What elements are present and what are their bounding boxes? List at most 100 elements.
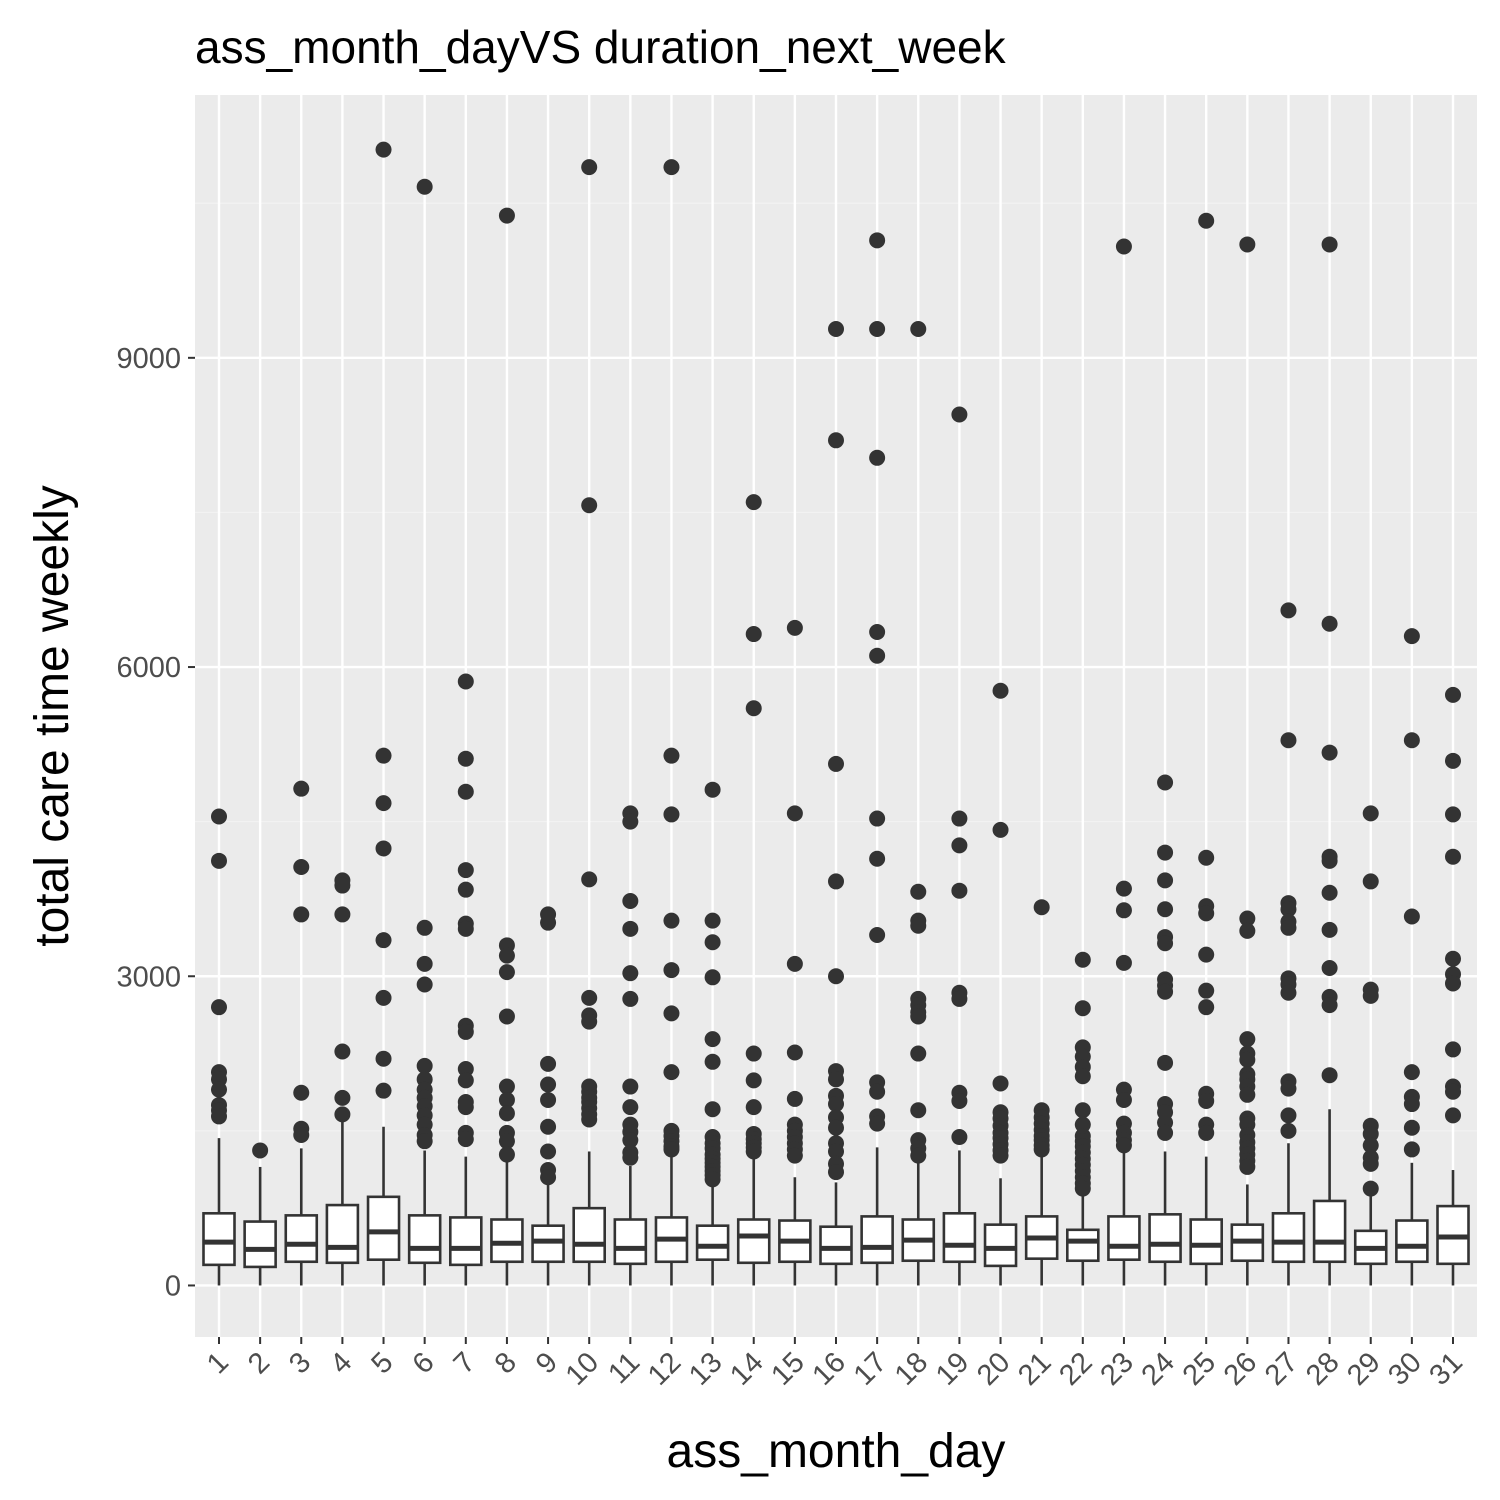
box-body xyxy=(202,1212,236,1267)
outlier-point xyxy=(910,883,927,900)
outlier-point xyxy=(745,626,762,643)
outlier-point xyxy=(540,1091,557,1108)
outlier-point xyxy=(786,619,803,636)
outlier-point xyxy=(663,806,680,823)
outlier-point xyxy=(704,969,721,986)
outlier-point xyxy=(951,810,968,827)
outlier-point xyxy=(869,850,886,867)
outlier-point xyxy=(1445,806,1461,823)
outlier-point xyxy=(293,1126,310,1143)
outlier-point xyxy=(1198,999,1215,1016)
outlier-point xyxy=(581,1013,598,1030)
box-1 xyxy=(202,808,236,1286)
x-tick-label: 15 xyxy=(765,1346,810,1391)
outlier-point xyxy=(1239,922,1256,939)
box-19 xyxy=(942,406,977,1286)
outlier-point xyxy=(1403,732,1420,749)
outlier-point xyxy=(786,955,803,972)
box-body xyxy=(1395,1219,1429,1264)
box-body xyxy=(1189,1218,1223,1266)
outlier-point xyxy=(581,871,598,888)
outlier-point xyxy=(869,320,886,337)
outlier-point xyxy=(951,1129,968,1146)
outlier-point xyxy=(211,1108,227,1125)
box-body xyxy=(942,1212,977,1264)
outlier-point xyxy=(663,747,680,764)
box-16 xyxy=(819,320,853,1286)
box-23 xyxy=(1107,238,1141,1286)
outlier-point xyxy=(704,781,721,798)
outlier-point xyxy=(828,320,844,337)
outlier-point xyxy=(704,1031,721,1048)
x-tick-label: 20 xyxy=(971,1346,1016,1391)
outlier-point xyxy=(1362,1125,1379,1142)
x-tick-label: 25 xyxy=(1177,1346,1222,1391)
outlier-point xyxy=(1157,872,1174,889)
outlier-point xyxy=(540,1169,557,1186)
outlier-point xyxy=(1403,1064,1420,1081)
outlier-point xyxy=(540,914,557,931)
outlier-point xyxy=(416,976,433,993)
box-24 xyxy=(1148,774,1182,1286)
outlier-point xyxy=(1157,1054,1174,1071)
box-26 xyxy=(1230,236,1265,1286)
outlier-point xyxy=(293,858,310,875)
y-tick-label: 9000 xyxy=(116,343,181,375)
outlier-point xyxy=(663,912,680,929)
outlier-point xyxy=(375,795,392,812)
outlier-point xyxy=(540,1118,557,1135)
x-tick-label: 29 xyxy=(1341,1346,1386,1391)
outlier-point xyxy=(293,906,310,923)
box-17 xyxy=(860,232,894,1286)
x-tick-label: 31 xyxy=(1424,1346,1469,1391)
x-tick-label: 4 xyxy=(324,1346,358,1380)
box-3 xyxy=(284,780,319,1286)
outlier-point xyxy=(211,852,227,869)
outlier-point xyxy=(869,927,886,944)
box-body xyxy=(695,1224,730,1261)
outlier-point xyxy=(457,881,474,898)
outlier-point xyxy=(1445,975,1461,992)
outlier-point xyxy=(1280,1107,1297,1124)
box-series xyxy=(202,141,1470,1286)
outlier-point xyxy=(663,962,680,979)
outlier-point xyxy=(498,1105,515,1122)
x-tick-label: 8 xyxy=(489,1346,523,1380)
box-body xyxy=(983,1223,1018,1268)
box-body xyxy=(613,1218,648,1266)
outlier-point xyxy=(498,947,515,964)
outlier-point xyxy=(1239,910,1256,927)
x-tick-label: 17 xyxy=(848,1346,893,1391)
x-tick-label: 1 xyxy=(201,1346,235,1380)
outlier-point xyxy=(663,1064,680,1081)
x-tick-label: 13 xyxy=(683,1346,728,1391)
outlier-point xyxy=(951,1092,968,1109)
x-tick-label: 5 xyxy=(365,1346,399,1380)
outlier-point xyxy=(992,682,1009,699)
outlier-point xyxy=(1280,602,1297,619)
outlier-point xyxy=(1198,982,1215,999)
outlier-point xyxy=(1445,848,1461,865)
outlier-point xyxy=(375,1082,392,1099)
outlier-point xyxy=(334,1089,351,1106)
box-body xyxy=(284,1214,319,1264)
box-31 xyxy=(1436,686,1470,1286)
outlier-point xyxy=(1280,732,1297,749)
outlier-point xyxy=(1403,628,1420,645)
outlier-point xyxy=(869,810,886,827)
box-13 xyxy=(695,781,730,1286)
outlier-point xyxy=(416,178,433,195)
outlier-point xyxy=(828,1119,844,1136)
outlier-point xyxy=(1445,1083,1461,1100)
box-body xyxy=(407,1214,442,1265)
outlier-point xyxy=(869,1083,886,1100)
outlier-point xyxy=(786,1147,803,1164)
outlier-point xyxy=(828,1096,844,1113)
x-tick-label: 23 xyxy=(1094,1346,1139,1391)
outlier-point xyxy=(828,432,844,449)
box-body xyxy=(243,1220,277,1269)
outlier-point xyxy=(992,1075,1009,1092)
outlier-point xyxy=(1198,905,1215,922)
box-30 xyxy=(1395,628,1429,1286)
